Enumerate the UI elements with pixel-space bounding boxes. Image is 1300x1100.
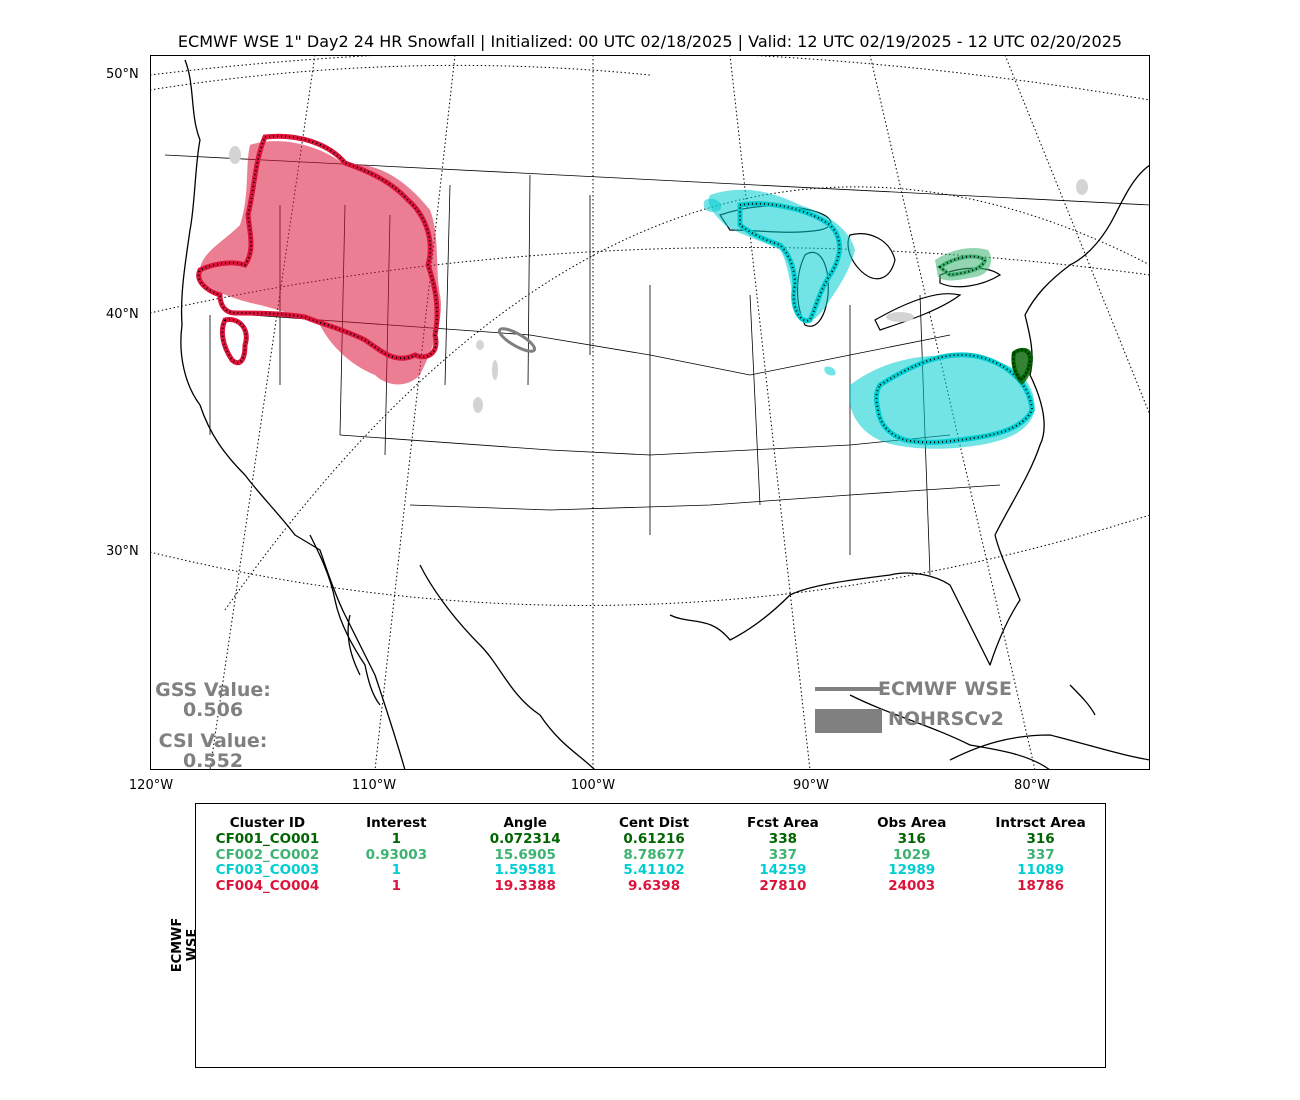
cluster-cf004 — [196, 133, 441, 385]
table-cell: 1 — [391, 831, 402, 847]
table-cell: 27810 — [759, 877, 807, 894]
header-cluster-id: Cluster ID — [229, 815, 306, 831]
table-cell: 337 — [768, 846, 797, 863]
header-obs-area: Obs Area — [877, 815, 947, 831]
map-frame — [150, 55, 1150, 770]
lon-label-80: 80°W — [1014, 778, 1050, 793]
csi-value: 0.552 — [182, 750, 244, 772]
lon-label-90: 90°W — [793, 778, 829, 793]
snowfall-map — [150, 55, 1150, 770]
table-cell: 316 — [897, 831, 926, 847]
legend-box-swatch — [815, 709, 882, 733]
lon-label-120: 120°W — [128, 778, 174, 793]
table-cell: 1.59581 — [494, 862, 556, 878]
table-row: CF002_CO002 0.93003 15.6905 8.78677 337 1029 3… — [203, 846, 1105, 864]
lat-label-40: 40°N — [106, 307, 139, 322]
table-cell: 0.61216 — [623, 831, 685, 847]
table-cell: 24003 — [888, 877, 936, 894]
table-cell: 338 — [768, 831, 797, 847]
table-cell: 14259 — [759, 862, 807, 878]
cluster-cf003 — [703, 189, 1035, 449]
plot-title: ECMWF WSE 1" Day2 24 HR Snowfall | Initi… — [177, 32, 1123, 51]
table-cell: 0.072314 — [489, 831, 561, 847]
table-cell: 1 — [391, 862, 402, 878]
table-cell: 1029 — [892, 846, 931, 863]
table-cell: 337 — [1026, 846, 1055, 863]
cluster-cf001 — [1011, 347, 1033, 385]
table-cell: 19.3388 — [494, 877, 556, 894]
stats-table: Cluster ID Interest Angle Cent Dist Fcst… — [203, 814, 1105, 894]
table-cell: 15.6905 — [494, 846, 556, 863]
table-row: CF003_CO003 1 1.59581 5.41102 14259 12989 1108… — [203, 862, 1105, 879]
table-row: CF001_CO001 1 0.072314 0.61216 338 316 316 — [203, 831, 1105, 848]
table-row: CF004_CO004 1 19.3388 9.6398 27810 24003 18786 — [203, 877, 1105, 895]
table-header-row: Cluster ID Interest Angle Cent Dist Fcst… — [203, 814, 1105, 832]
legend-forecast-label: ECMWF WSE — [878, 678, 1013, 700]
header-fcst-area: Fcst Area — [746, 815, 819, 831]
header-angle: Angle — [503, 815, 547, 831]
header-cent-dist: Cent Dist — [618, 815, 690, 831]
table-cell: CF001_CO001 — [215, 831, 320, 847]
lat-label-30: 30°N — [106, 544, 139, 559]
forecast-only-object — [497, 327, 537, 353]
table-cell: 316 — [1026, 831, 1055, 847]
table-cell: 12989 — [888, 862, 936, 878]
csi-label: CSI Value: — [158, 730, 268, 752]
table-cell: 5.41102 — [623, 862, 685, 878]
gss-label: GSS Value: — [155, 679, 271, 701]
lat-label-50: 50°N — [106, 67, 139, 82]
stats-table-box: Cluster ID Interest Angle Cent Dist Fcst… — [195, 803, 1106, 1068]
coastline — [180, 59, 1150, 770]
table-cell: 1 — [391, 877, 402, 894]
header-interest: Interest — [366, 815, 427, 831]
table-cell: 9.6398 — [628, 877, 681, 894]
gss-value: 0.506 — [182, 699, 244, 721]
lon-label-100: 100°W — [570, 778, 616, 793]
table-cell: 11089 — [1017, 862, 1065, 878]
table-cell: 18786 — [1017, 877, 1065, 894]
table-cell: 0.93003 — [365, 846, 428, 863]
table-cell: CF003_CO003 — [215, 862, 320, 878]
cluster-cf002 — [935, 248, 992, 281]
lon-label-110: 110°W — [351, 778, 397, 793]
table-cell: CF002_CO002 — [215, 846, 320, 863]
unmatched-objects — [229, 146, 1088, 413]
legend-observed-label: NOHRSCv2 — [888, 708, 1004, 730]
table-cell: 8.78677 — [623, 846, 685, 863]
header-intrsct-area: Intrsct Area — [995, 815, 1086, 831]
table-cell: CF004_CO004 — [215, 877, 320, 894]
